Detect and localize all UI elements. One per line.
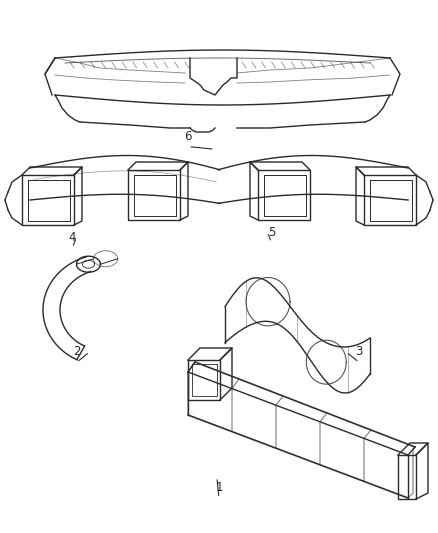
Text: 6: 6: [184, 130, 192, 142]
Text: 2: 2: [73, 345, 81, 358]
Text: 3: 3: [356, 345, 363, 358]
Text: 4: 4: [68, 231, 76, 244]
Text: 1: 1: [215, 481, 223, 494]
Text: 5: 5: [268, 225, 275, 238]
